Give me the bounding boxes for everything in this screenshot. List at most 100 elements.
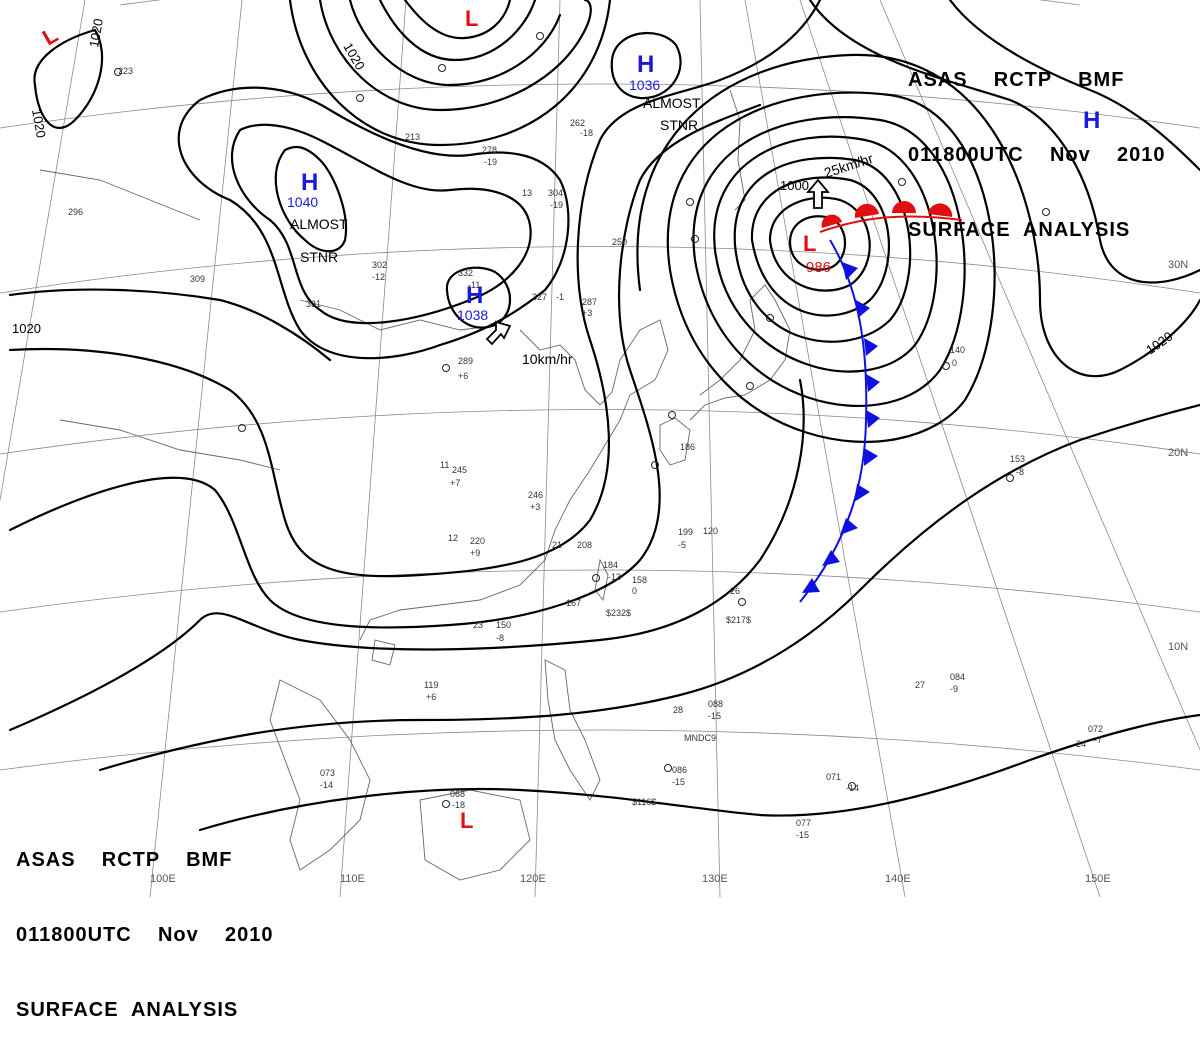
station-circle-icon <box>114 68 122 76</box>
station-value: $232$ <box>606 608 631 618</box>
station-value: 153 <box>1010 454 1025 464</box>
title-block-bottom: ASAS RCTP BMF 011800UTC Nov 2010 SURFACE… <box>16 798 273 1048</box>
longitude-label: 100E <box>150 873 176 885</box>
station-value: 158 <box>632 575 647 585</box>
longitude-label: 130E <box>702 873 728 885</box>
station-value: 084 <box>950 672 965 682</box>
fronts <box>799 201 963 603</box>
isobar-1024-large <box>8 0 822 578</box>
longitude-line-150e <box>799 0 1101 897</box>
station-value: 184 <box>603 560 618 570</box>
station-value: -19 <box>550 200 563 210</box>
isobar-north-ring-2 <box>348 0 562 87</box>
coastlines <box>39 89 791 881</box>
station-value: -19 <box>484 157 497 167</box>
station-value: 12 <box>448 533 458 543</box>
isobars <box>8 0 1200 832</box>
low-center-symbol: L <box>460 808 473 833</box>
cold-front-triangle <box>864 338 878 356</box>
latitude-label: 10N <box>1168 641 1188 653</box>
isobar-1020-west <box>8 288 332 362</box>
low-center-symbol: L <box>465 6 478 31</box>
station-value: 262 <box>570 118 585 128</box>
station-value: 287 <box>582 297 597 307</box>
title-block-top: ASAS RCTP BMF 011800UTC Nov 2010 SURFACE… <box>908 18 1165 268</box>
station-circle-icon <box>746 382 754 390</box>
isobar-1012-south <box>98 403 1200 772</box>
longitude-line-110e <box>339 0 407 897</box>
longitude-label: 140E <box>885 873 911 885</box>
cold-front-triangle <box>866 410 880 428</box>
station-circle-icon <box>668 411 676 419</box>
station-value: 120 <box>703 526 718 536</box>
longitude-line-120e <box>534 0 561 897</box>
coastline-korea-china <box>359 319 669 641</box>
station-value: 071 <box>826 772 841 782</box>
station-value: -13 <box>608 572 621 582</box>
longitude-line-90e <box>0 0 86 501</box>
longitude-line-160e <box>879 0 1200 751</box>
low-center-value: 986 <box>806 259 831 276</box>
station-value: 331 <box>306 299 321 309</box>
high-center-value: 1038 <box>457 307 488 323</box>
station-value: 208 <box>577 540 592 550</box>
station-value: -14 <box>846 783 859 793</box>
station-value: +6 <box>426 692 436 702</box>
station-value: 199 <box>678 527 693 537</box>
longitude-line-130e <box>699 0 721 897</box>
isobar-1008-south <box>198 713 1200 832</box>
motion-arrow-low <box>806 178 830 209</box>
warm-front <box>819 215 963 233</box>
latitude-label: 20N <box>1168 447 1188 459</box>
station-value: 246 <box>528 490 543 500</box>
station-value: +3 <box>530 502 540 512</box>
station-value: 068 <box>450 789 465 799</box>
station-value: $217$ <box>726 615 751 625</box>
station-value: 26 <box>730 586 740 596</box>
station-value: 309 <box>190 274 205 284</box>
station-value: 21 <box>552 540 562 550</box>
isobar-1028-east <box>948 0 1200 172</box>
title-line-source: ASAS RCTP BMF <box>908 69 1125 91</box>
station-value: 150 <box>496 620 511 630</box>
longitude-label: 150E <box>1085 873 1111 885</box>
station-value: +9 <box>470 548 480 558</box>
station-circle-icon <box>592 574 600 582</box>
warm-front-semicircle <box>892 201 916 213</box>
station-circle-icon <box>438 64 446 72</box>
warm-front-semicircle <box>928 203 953 217</box>
station-value: 119 <box>424 680 438 690</box>
station-value: 27 <box>915 680 925 690</box>
cold-front <box>799 239 868 603</box>
station-value: -11 <box>468 280 480 290</box>
station-circle-icon <box>1042 208 1050 216</box>
isobar-north-ring-1 <box>318 0 592 112</box>
cold-front-triangle <box>842 262 858 280</box>
high-center-symbol: H <box>1083 107 1100 134</box>
high-center-symbol: H <box>637 51 654 78</box>
isobar-low-ring-3-1000 <box>750 176 890 317</box>
high-center-symbol: H <box>466 282 483 309</box>
motion-arrow-high <box>485 320 512 346</box>
stationary-note: ALMOST <box>643 95 701 111</box>
longitude-label: 110E <box>340 873 365 885</box>
isobar-label: 1000 <box>780 178 809 193</box>
station-circle-icon <box>664 764 672 772</box>
warm-front-semicircle <box>854 203 879 218</box>
latitude-line-20n <box>0 409 1200 455</box>
station-value: 0 <box>952 358 957 368</box>
station-value: -5 <box>678 540 686 550</box>
low-center-symbol: L <box>803 231 816 256</box>
station-value: 245 <box>452 465 467 475</box>
coastline-inland-border-3 <box>39 169 201 221</box>
isobar-north-ring-4 <box>403 0 512 40</box>
isobar-label: 1020 <box>29 108 49 139</box>
coastline-hainan <box>371 639 396 666</box>
surface-analysis-map: 1020 1020 1020 1020 1020 1000 H 1040 ALM… <box>0 0 1200 897</box>
isobar-north-ring-5 <box>288 0 612 147</box>
station-circle-icon <box>356 94 364 102</box>
station-value: 086 <box>672 765 687 775</box>
warm-front-semicircle <box>821 214 842 228</box>
station-value: 332 <box>458 268 473 278</box>
station-value: 302 <box>372 260 387 270</box>
